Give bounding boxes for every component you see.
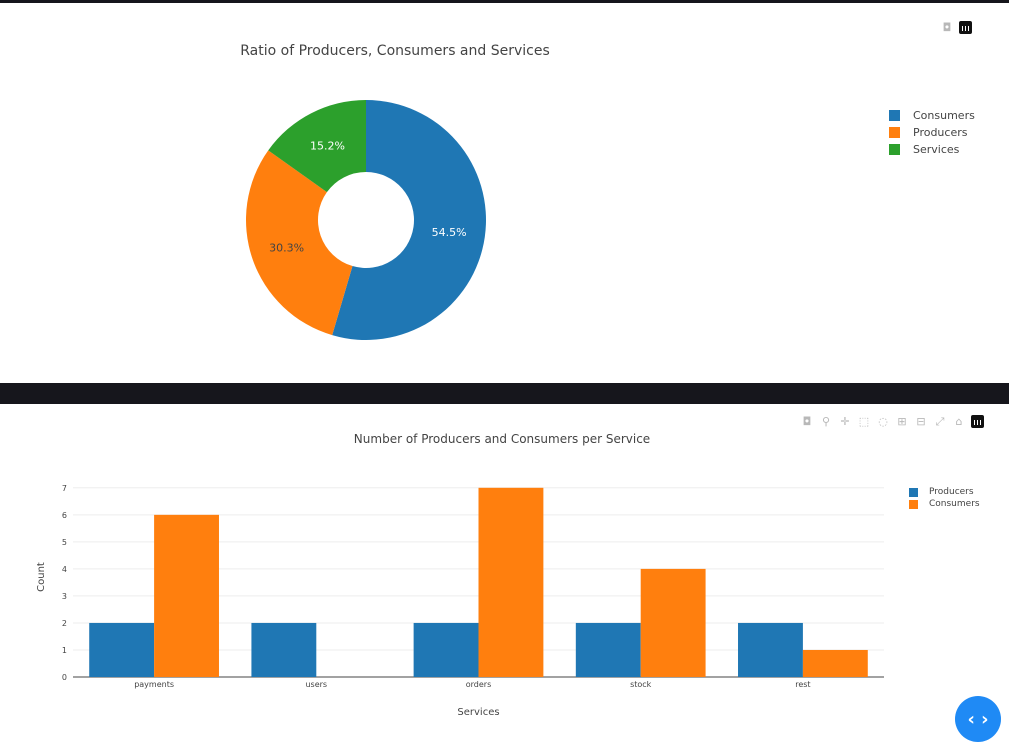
top-dark-band xyxy=(0,0,1009,3)
legend-label: Consumers xyxy=(929,499,980,509)
pie-modebar: ◘ xyxy=(940,20,972,34)
pie-slice-label: 30.3% xyxy=(269,241,304,254)
pie-slice-label: 54.5% xyxy=(432,226,467,239)
camera-icon[interactable]: ◘ xyxy=(942,20,952,34)
pie-slice-producers[interactable] xyxy=(245,150,353,336)
legend-label: Consumers xyxy=(913,109,975,122)
bar-producers-users[interactable] xyxy=(251,622,317,677)
y-tick-label: 6 xyxy=(62,511,67,520)
camera-icon[interactable]: ◘ xyxy=(802,414,812,428)
code-brackets-icon: ‹ › xyxy=(967,708,989,730)
pie-chart-panel: ◘ Ratio of Producers, Consumers and Serv… xyxy=(0,3,1009,383)
bar-producers-stock[interactable] xyxy=(575,622,641,677)
legend-item-services[interactable]: Services xyxy=(889,141,975,158)
legend-label: Services xyxy=(913,143,960,156)
y-tick-label: 4 xyxy=(62,565,67,574)
bar-consumers-stock[interactable] xyxy=(640,568,706,677)
autoscale-icon[interactable]: ⤢ xyxy=(935,414,945,428)
bar-legend: Producers Consumers xyxy=(909,486,980,510)
code-toggle-button[interactable]: ‹ › xyxy=(955,696,1001,742)
x-tick-label: rest xyxy=(795,680,810,689)
zoom-out-icon[interactable]: ⊟ xyxy=(916,414,926,428)
bar-consumers-orders[interactable] xyxy=(478,487,544,677)
bar-consumers-rest[interactable] xyxy=(802,649,868,677)
x-axis-title: Services xyxy=(457,707,499,718)
x-tick-label: orders xyxy=(466,680,492,689)
lasso-select-icon[interactable]: ◌ xyxy=(878,414,888,428)
legend-item-consumers[interactable]: Consumers xyxy=(889,107,975,124)
x-tick-label: stock xyxy=(630,680,652,689)
bar-chart-title: Number of Producers and Consumers per Se… xyxy=(353,432,651,446)
pie-chart: 54.5% 30.3% 15.2% xyxy=(245,100,486,340)
legend-swatch xyxy=(909,487,918,497)
y-tick-label: 7 xyxy=(62,484,67,493)
legend-swatch xyxy=(909,499,918,509)
bar-producers-rest[interactable] xyxy=(738,622,803,677)
bar-chart: 0 1 2 3 4 5 6 7 payments users orders stock rest Serv… xyxy=(36,484,884,718)
pie-slice-services[interactable] xyxy=(268,100,366,193)
y-axis-title: Count xyxy=(36,562,47,592)
pie-legend: Consumers Producers Services xyxy=(889,107,975,158)
reset-axes-icon[interactable]: ⌂ xyxy=(955,414,963,428)
legend-label: Producers xyxy=(913,126,968,139)
x-tick-label: payments xyxy=(134,680,174,689)
legend-item-producers[interactable]: Producers xyxy=(909,486,980,498)
y-tick-label: 5 xyxy=(62,538,67,547)
pie-slice-label: 15.2% xyxy=(310,139,345,152)
plotly-logo-icon[interactable] xyxy=(971,414,984,428)
plotly-logo-icon[interactable] xyxy=(959,20,972,34)
legend-swatch xyxy=(889,144,900,155)
y-tick-label: 3 xyxy=(62,592,67,601)
legend-item-consumers[interactable]: Consumers xyxy=(909,498,980,510)
y-tick-label: 2 xyxy=(62,619,67,628)
zoom-in-icon[interactable]: ⊞ xyxy=(897,414,907,428)
legend-swatch xyxy=(889,110,900,121)
pie-slice-consumers[interactable] xyxy=(332,100,486,340)
middle-dark-band xyxy=(0,383,1009,404)
pan-icon[interactable]: ✛ xyxy=(840,414,850,428)
bar-producers-orders[interactable] xyxy=(413,622,479,677)
y-tick-label: 0 xyxy=(62,673,67,682)
legend-swatch xyxy=(889,127,900,138)
zoom-icon[interactable]: ⚲ xyxy=(821,414,831,428)
legend-label: Producers xyxy=(929,487,974,497)
bar-consumers-payments[interactable] xyxy=(154,514,219,677)
bar-producers-payments[interactable] xyxy=(89,622,155,677)
legend-item-producers[interactable]: Producers xyxy=(889,124,975,141)
y-tick-label: 1 xyxy=(62,646,67,655)
bar-chart-panel: ◘ ⚲ ✛ ⬚ ◌ ⊞ ⊟ ⤢ ⌂ Number of Producers and Consum… xyxy=(0,404,1009,723)
bar-modebar: ◘ ⚲ ✛ ⬚ ◌ ⊞ ⊟ ⤢ ⌂ xyxy=(800,414,984,428)
pie-chart-title: Ratio of Producers, Consumers and Servic… xyxy=(240,43,550,59)
box-select-icon[interactable]: ⬚ xyxy=(858,414,870,428)
x-tick-label: users xyxy=(305,680,327,689)
